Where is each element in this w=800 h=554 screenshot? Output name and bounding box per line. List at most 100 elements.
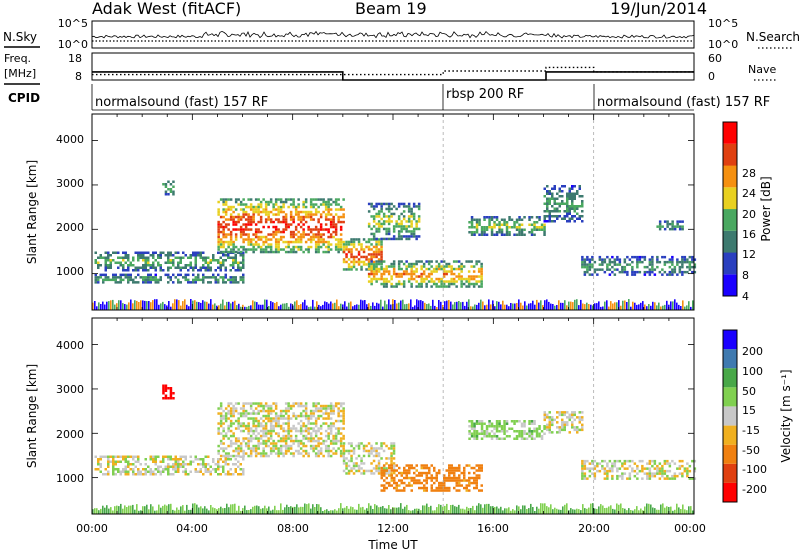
data-cell-f0 [119, 261, 122, 264]
data-cell-f5 [475, 430, 479, 433]
data-cell-f2 [252, 449, 255, 453]
data-cell-f4 [475, 474, 478, 477]
data-cell-f3 [337, 208, 340, 211]
data-cell-f10 [673, 227, 677, 231]
data-cell-f3 [352, 447, 356, 450]
ground-scatter-cell [112, 510, 114, 514]
data-cell-f2 [312, 414, 315, 418]
data-cell-f0 [242, 266, 245, 269]
data-cell-f9 [648, 263, 652, 266]
data-cell-f7 [538, 218, 541, 221]
data-cell-f0 [154, 269, 157, 272]
ground-scatter-cell [160, 303, 162, 310]
data-cell-f6 [382, 277, 386, 281]
data-cell-f3 [302, 233, 305, 236]
data-cell-f5 [513, 430, 516, 433]
ground-scatter-cell [432, 510, 434, 514]
data-cell-f5 [528, 420, 531, 423]
data-cell-f2 [317, 442, 320, 445]
data-cell-f0 [149, 470, 152, 473]
data-cell-f3 [327, 205, 330, 209]
data-cell-f2 [327, 407, 330, 410]
data-cell-f2 [222, 449, 225, 453]
data-cell-f4 [443, 474, 446, 477]
data-cell-f2 [249, 402, 253, 405]
data-cell-f1 [102, 278, 105, 282]
data-cell-f9 [673, 270, 677, 274]
ground-scatter-cell [508, 507, 510, 514]
data-cell-f9 [686, 258, 689, 261]
data-cell-f2 [229, 422, 233, 425]
data-cell-f4 [450, 464, 453, 467]
cpid-segment-3: normalsound (fast) 157 RF [597, 95, 770, 110]
ground-scatter-cell [558, 509, 560, 514]
data-cell-f1 [127, 273, 130, 277]
ground-scatter-cell [140, 510, 142, 514]
data-cell-f3 [312, 218, 315, 221]
data-cell-f3 [269, 220, 273, 224]
data-cell-f3 [342, 457, 346, 460]
data-cell-f2 [222, 414, 225, 418]
data-cell-f3 [272, 230, 275, 234]
data-cell-f10 [678, 225, 682, 228]
data-cell-f0 [242, 261, 245, 264]
ground-scatter-cell [536, 299, 538, 310]
ground-scatter-cell [534, 304, 536, 310]
data-cell-f3 [222, 208, 225, 211]
data-cell-f3 [327, 250, 330, 254]
data-cell-f1 [177, 278, 180, 282]
data-cell-f8 [566, 195, 569, 198]
data-cell-f1 [222, 278, 225, 282]
data-cell-f1 [154, 273, 157, 277]
data-cell-f7 [676, 474, 679, 478]
data-cell-f1 [164, 394, 168, 397]
ground-scatter-cell [394, 507, 396, 514]
data-cell-f6 [375, 277, 378, 281]
data-cell-f8 [568, 217, 571, 220]
data-cell-f2 [237, 447, 240, 450]
data-cell-f6 [425, 260, 428, 263]
data-cell-f5 [390, 202, 393, 206]
data-cell-f4 [367, 253, 371, 256]
data-cell-f2 [244, 414, 248, 418]
data-cell-f3 [249, 218, 253, 221]
data-cell-f0 [207, 269, 210, 272]
data-cell-f4 [455, 479, 458, 482]
ground-scatter-cell [114, 506, 116, 514]
ground-scatter-cell [288, 306, 290, 310]
data-cell-f3 [274, 213, 278, 216]
data-cell-f2 [257, 404, 260, 408]
data-cell-f0 [224, 259, 227, 262]
data-cell-f3 [234, 223, 238, 226]
data-cell-f4 [380, 250, 383, 254]
data-cell-f2 [237, 412, 240, 415]
data-cell-f0 [229, 458, 232, 461]
data-cell-f0 [142, 264, 145, 267]
data-cell-f6 [467, 260, 471, 263]
data-cell-f9 [681, 258, 684, 261]
data-cell-f7 [535, 226, 539, 229]
data-cell-f6 [455, 260, 458, 263]
data-cell-f0 [149, 458, 152, 461]
data-cell-f6 [566, 411, 569, 414]
data-cell-f3 [267, 225, 270, 229]
data-cell-f2 [287, 419, 290, 423]
data-cell-f2 [272, 444, 275, 448]
data-cell-f6 [380, 260, 383, 263]
data-cell-f2 [242, 414, 245, 418]
data-cell-f8 [548, 197, 551, 200]
data-cell-f3 [217, 200, 220, 204]
data-cell-f0 [134, 465, 137, 468]
data-cell-f3 [232, 220, 235, 224]
data-cell-f4 [357, 240, 361, 244]
data-cell-f3 [392, 449, 396, 453]
data-cell-f2 [229, 412, 233, 415]
data-cell-f9 [618, 258, 622, 261]
data-cell-f3 [372, 467, 376, 470]
data-cell-f0 [102, 455, 105, 458]
data-cell-f2 [319, 427, 323, 430]
data-cell-f2 [277, 424, 280, 428]
data-cell-f3 [302, 250, 305, 254]
data-cell-f1 [224, 281, 227, 284]
data-cell-f7 [651, 472, 654, 475]
